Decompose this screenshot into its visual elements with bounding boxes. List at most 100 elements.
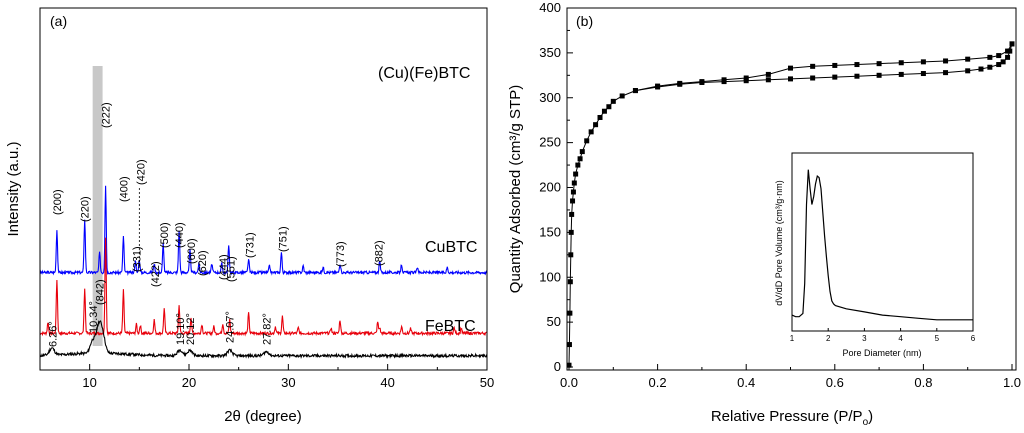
isotherm-desorption-point [920, 59, 926, 65]
cubtc-hkl-label: (422) [150, 261, 162, 287]
isotherm-desorption-point [943, 58, 949, 64]
febtc-peak-label: 20.12° [185, 313, 197, 345]
isotherm-adsorption-point [577, 156, 583, 162]
isotherm-y-tick-label: 400 [539, 0, 561, 15]
febtc-peak-label: 19.10° [175, 313, 187, 345]
isotherm-adsorption-point [567, 279, 573, 285]
febtc-peak-label: (842) [95, 279, 107, 305]
isotherm-desorption-point [677, 80, 683, 86]
isotherm-adsorption-point [943, 70, 949, 76]
xrd-series-line-febtc [39, 320, 488, 359]
isotherm-adsorption-point [579, 149, 585, 155]
isotherm-adsorption-point [920, 71, 926, 77]
isotherm-desorption-point [854, 62, 860, 68]
cubtc-hkl-label: (400) [118, 176, 130, 202]
isotherm-adsorption-point [876, 72, 882, 78]
febtc-peak-label: 27.82° [262, 313, 274, 345]
isotherm-desorption-point [810, 63, 816, 69]
isotherm-adsorption-point [743, 78, 749, 84]
isotherm-desorption-point [987, 54, 993, 60]
isotherm-adsorption-point [1005, 54, 1011, 60]
isotherm-x-tick-label: 0.2 [649, 375, 667, 390]
isotherm-desorption-point [1005, 48, 1011, 54]
isotherm-desorption-point [765, 71, 771, 77]
isotherm-adsorption-point [619, 93, 625, 99]
series-label-cufebtc: (Cu)(Fe)BTC [378, 65, 470, 82]
cubtc-hkl-label: (773) [335, 241, 347, 267]
isotherm-adsorption-point [584, 138, 590, 144]
isotherm-y-tick-label: 50 [547, 314, 561, 329]
cubtc-hkl-label: (731) [245, 232, 257, 258]
isotherm-panel: 0.0 0.2 0.4 0.6 0.8 1.0 0 50 100 150 200 250 300 350 4… [507, 0, 1021, 428]
isotherm-adsorption-point [588, 129, 594, 135]
xrd-series-line-cufebtc [39, 185, 488, 276]
inset-x-tick-label: 2 [826, 334, 831, 343]
isotherm-adsorption-point [568, 252, 574, 258]
isotherm-adsorption-point [978, 66, 984, 72]
isotherm-adsorption-point [810, 75, 816, 81]
xrd-x-tick-label: 40 [380, 375, 394, 390]
cubtc-hkl-label: (331) [131, 246, 143, 272]
isotherm-desorption-line [635, 43, 1013, 92]
xrd-x-tick-label: 10 [82, 375, 96, 390]
isotherm-adsorption-point [1000, 59, 1006, 65]
isotherm-adsorption-point [832, 74, 838, 80]
isotherm-y-tick-label: 250 [539, 135, 561, 150]
isotherm-y-tick-label: 200 [539, 180, 561, 195]
isotherm-desorption-point [788, 65, 793, 71]
isotherm-desorption-point [898, 60, 904, 66]
isotherm-adsorption-point [575, 162, 581, 168]
series-label-cubtc: CuBTC [425, 239, 477, 256]
xrd-panel: 10 20 30 40 50 (a) 2θ (degree) Intensity (a.… [5, 7, 494, 425]
cubtc-hkl-label: (420) [135, 159, 147, 185]
xrd-panel-label: (a) [50, 13, 67, 29]
febtc-peak-label: 10.34° [88, 301, 100, 333]
isotherm-y-tick-label: 0 [554, 359, 561, 374]
isotherm-x-tick-label: 0.6 [826, 375, 844, 390]
isotherm-adsorption-point [765, 77, 771, 83]
cubtc-hkl-label: (200) [52, 189, 64, 215]
inset-x-tick-label: 5 [935, 334, 940, 343]
xrd-series-line-cubtc [39, 237, 488, 337]
isotherm-desorption-point [965, 56, 971, 62]
isotherm-y-label: Quantity Adsorbed (cm³/g STP) [507, 85, 524, 293]
isotherm-y-tick-label: 100 [539, 269, 561, 284]
inset-x-tick-label: 1 [790, 334, 795, 343]
isotherm-desorption-point [832, 62, 838, 68]
isotherm-adsorption-point [570, 198, 576, 204]
inset-x-tick-label: 3 [862, 334, 867, 343]
isotherm-x-tick-label: 0.0 [560, 375, 578, 390]
cubtc-hkl-label: (600) [186, 238, 198, 264]
isotherm-y-tick-label: 350 [539, 45, 561, 60]
isotherm-adsorption-point [987, 64, 993, 70]
xrd-x-label: 2θ (degree) [224, 408, 302, 425]
isotherm-adsorption-point [898, 71, 904, 77]
isotherm-desorption-point [655, 83, 661, 89]
xrd-x-tick-label: 20 [182, 375, 196, 390]
cubtc-hkl-label: (751) [277, 226, 289, 252]
inset-frame [791, 152, 974, 332]
cubtc-hkl-label: (500) [159, 222, 171, 248]
inset-x-label: Pore Diameter (nm) [842, 348, 921, 358]
isotherm-adsorption-point [965, 68, 971, 74]
isotherm-adsorption-point [567, 310, 573, 316]
isotherm-adsorption-point [571, 180, 577, 186]
isotherm-x-tick-label: 0.8 [914, 375, 932, 390]
xrd-plot-frame [39, 7, 488, 371]
xrd-x-tick-label: 50 [480, 375, 494, 390]
isotherm-desorption-point [743, 75, 749, 81]
inset-x-tick-label: 4 [898, 334, 903, 343]
inset-pore-distribution-line [791, 169, 973, 321]
isotherm-desorption-point [996, 53, 1002, 59]
cubtc-hkl-label: (220) [80, 196, 92, 222]
isotherm-adsorption-point [593, 122, 599, 128]
febtc-peak-label: 6.26° [48, 321, 60, 347]
isotherm-adsorption-point [569, 211, 575, 217]
inset-y-label: dV/dD Pore Volume (cm³/g·nm) [774, 180, 784, 306]
xrd-x-tick-label: 30 [281, 375, 295, 390]
isotherm-adsorption-point [601, 108, 607, 114]
cubtc-hkl-label: (620) [197, 250, 209, 276]
xrd-highlight-band [92, 66, 103, 346]
cubtc-hkl-label: (444) [218, 254, 230, 280]
